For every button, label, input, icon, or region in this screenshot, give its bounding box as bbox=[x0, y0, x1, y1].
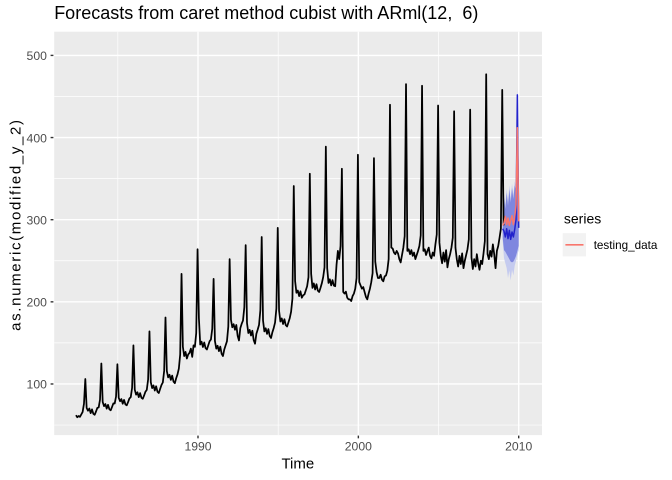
svg-text:400: 400 bbox=[27, 131, 48, 145]
svg-text:as.numeric(modified_y_2): as.numeric(modified_y_2) bbox=[8, 118, 25, 331]
svg-text:Time: Time bbox=[281, 456, 314, 473]
svg-text:1990: 1990 bbox=[184, 440, 211, 454]
svg-text:series: series bbox=[564, 210, 601, 226]
svg-text:testing_data: testing_data bbox=[594, 239, 658, 252]
svg-text:Forecasts from caret method cu: Forecasts from caret method cubist with … bbox=[54, 3, 478, 23]
svg-text:200: 200 bbox=[27, 296, 48, 310]
svg-text:500: 500 bbox=[27, 49, 48, 63]
svg-text:2000: 2000 bbox=[345, 440, 372, 454]
svg-text:2010: 2010 bbox=[505, 440, 532, 454]
svg-text:100: 100 bbox=[27, 378, 48, 392]
svg-text:300: 300 bbox=[27, 213, 48, 227]
